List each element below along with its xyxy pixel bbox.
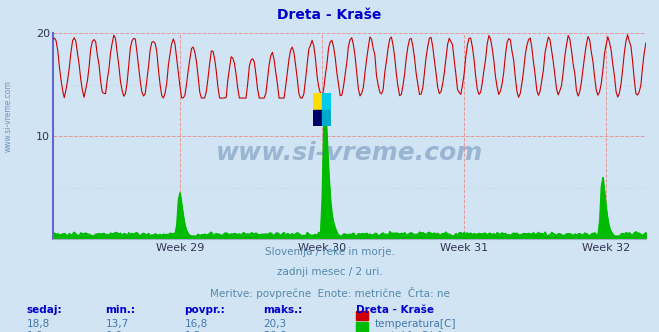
Text: temperatura[C]: temperatura[C] [374, 319, 456, 329]
Text: maks.:: maks.: [264, 305, 303, 315]
Text: 20,3: 20,3 [264, 319, 287, 329]
Text: zadnji mesec / 2 uri.: zadnji mesec / 2 uri. [277, 267, 382, 277]
Text: pretok[m3/s]: pretok[m3/s] [374, 331, 442, 332]
Text: min.:: min.: [105, 305, 136, 315]
Text: www.si-vreme.com: www.si-vreme.com [3, 80, 13, 152]
Bar [313, 110, 322, 126]
Text: Slovenija / reke in morje.: Slovenija / reke in morje. [264, 247, 395, 257]
Text: Dreta - Kraše: Dreta - Kraše [356, 305, 434, 315]
Bar [322, 93, 331, 110]
Text: 16,8: 16,8 [185, 319, 208, 329]
Text: 0,6: 0,6 [105, 331, 122, 332]
Text: Dreta - Kraše: Dreta - Kraše [277, 8, 382, 22]
Text: 18,8: 18,8 [26, 319, 49, 329]
Text: Meritve: povprečne  Enote: metrične  Črta: ne: Meritve: povprečne Enote: metrične Črta:… [210, 287, 449, 299]
Bar [322, 110, 331, 126]
Text: povpr.:: povpr.: [185, 305, 225, 315]
Text: 1,0: 1,0 [26, 331, 43, 332]
Text: sedaj:: sedaj: [26, 305, 62, 315]
Text: 13,7: 13,7 [105, 319, 129, 329]
Bar [313, 93, 322, 110]
Text: 26,6: 26,6 [264, 331, 287, 332]
Text: 1,2: 1,2 [185, 331, 201, 332]
Text: www.si-vreme.com: www.si-vreme.com [215, 140, 483, 165]
